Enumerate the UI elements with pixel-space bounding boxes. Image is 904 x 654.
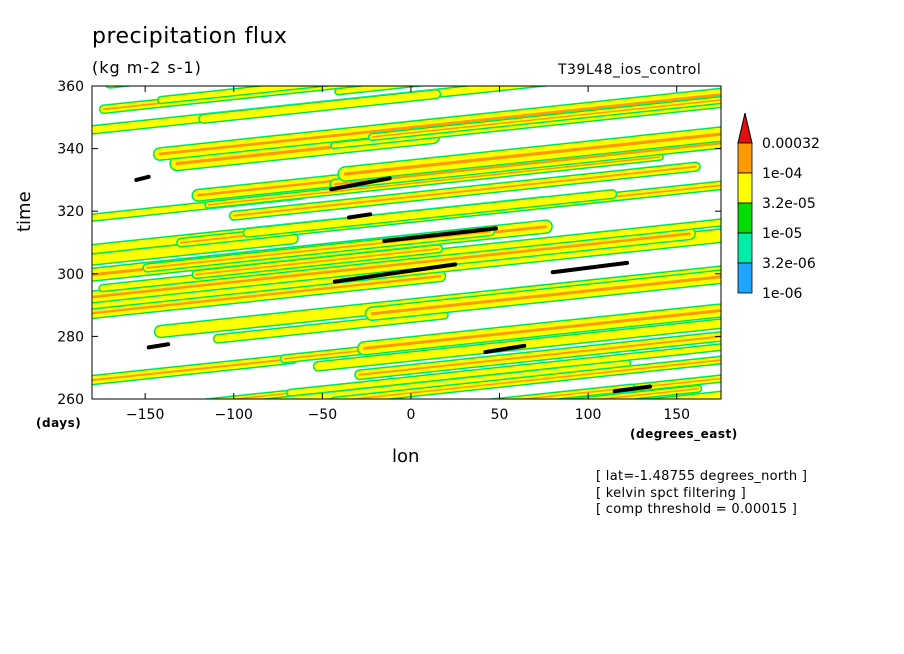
contour-streak (370, 275, 721, 316)
y-tick-label: 340 (57, 142, 84, 158)
colorbar-label: 3.2e-06 (762, 256, 816, 272)
contour-streak (199, 90, 440, 123)
contour-streak (362, 309, 721, 350)
contour-streak (92, 233, 298, 265)
colorbar-swatch (737, 142, 753, 174)
contour-streak (371, 99, 721, 138)
x-tick-label: −50 (308, 407, 338, 423)
contour-streak (314, 319, 721, 371)
colorbar-swatch (737, 232, 753, 264)
x-tick-label: 100 (575, 407, 602, 423)
x-tick-label: −150 (126, 407, 164, 423)
y-tick-label: 320 (57, 204, 84, 220)
contour-streak (640, 390, 721, 399)
contour-streak (334, 86, 421, 95)
contour-streak (287, 344, 721, 396)
y-tick-label: 280 (57, 329, 84, 345)
contour-streak (105, 86, 137, 89)
contour-streak (647, 391, 721, 399)
contour-streak (343, 132, 721, 176)
colorbar-label: 3.2e-05 (762, 196, 816, 212)
contour-streak (84, 417, 325, 443)
threshold-segment (346, 212, 373, 220)
contour-streak (84, 417, 325, 443)
threshold-segment (550, 260, 630, 275)
contour-streak (84, 417, 325, 443)
x-units-label: (degrees_east) (630, 427, 738, 441)
note-filtering: [ kelvin spct filtering ] (596, 486, 747, 501)
y-tick-label: 360 (57, 79, 84, 95)
y-units-label: (days) (36, 416, 82, 430)
y-axis-title: time (14, 191, 35, 232)
contour-streak (334, 86, 429, 96)
colorbar-extend-triangle (737, 112, 753, 144)
y-axis: 260 280 300 320 340 360 (57, 79, 721, 408)
contour-streak (654, 391, 721, 399)
colorbar: 0.00032 1e-04 3.2e-05 1e-05 3.2e-06 1e-06 (737, 112, 820, 302)
contour-streak (207, 156, 661, 206)
contour-streak (346, 359, 721, 399)
contour-streak (358, 335, 721, 376)
contour-streak (214, 311, 448, 343)
colorbar-swatch (737, 262, 753, 294)
colorbar-label: 0.00032 (762, 136, 820, 152)
x-tick-label: 50 (491, 407, 509, 423)
contour-streak (92, 275, 442, 315)
colorbar-label: 1e-04 (762, 166, 802, 182)
precip-contours (84, 86, 721, 443)
threshold-segment (329, 176, 392, 192)
contour-streak (232, 165, 697, 217)
colorbar-label: 1e-05 (762, 226, 802, 242)
contour-streak (158, 93, 721, 156)
threshold-segments (134, 174, 653, 394)
chart-units: (kg m-2 s-1) (92, 58, 202, 77)
threshold-segment (382, 226, 498, 243)
threshold-segment (332, 262, 458, 284)
contour-streak (84, 417, 325, 443)
plot-frame (91, 85, 722, 400)
contour-streak (106, 86, 122, 88)
run-label: T39L48_ios_control (558, 62, 702, 78)
colorbar-label: 1e-06 (762, 286, 802, 302)
contour-streak (255, 359, 630, 399)
contour-streak (92, 357, 294, 382)
contour-streak (146, 230, 492, 269)
threshold-segment (612, 384, 653, 394)
contour-streak (334, 142, 721, 186)
contour-streak (331, 102, 721, 148)
contour-streak (195, 247, 440, 276)
note-threshold: [ comp threshold = 0.00015 ] (596, 502, 798, 517)
contour-streak (105, 86, 130, 89)
x-tick-label: −100 (215, 407, 253, 423)
contour-streak (335, 86, 414, 95)
x-axis-title: lon (392, 446, 420, 467)
contour-streak (158, 86, 320, 103)
colorbar-swatch (737, 172, 753, 204)
chart-title: precipitation flux (92, 24, 288, 49)
threshold-segment (146, 342, 171, 350)
contour-streak (517, 386, 632, 399)
note-latitude: [ lat=-1.48755 degrees_north ] (596, 469, 808, 484)
contour-streak (244, 190, 616, 237)
x-tick-label: 150 (663, 407, 690, 423)
y-tick-label: 300 (57, 267, 84, 283)
threshold-segment (134, 174, 151, 182)
contour-streak (92, 232, 691, 299)
threshold-segment (483, 343, 527, 355)
x-axis: −150 −100 −50 0 50 100 150 (126, 86, 690, 423)
colorbar-swatch (737, 202, 753, 234)
y-tick-label: 260 (57, 392, 84, 408)
x-tick-label: 0 (406, 407, 415, 423)
